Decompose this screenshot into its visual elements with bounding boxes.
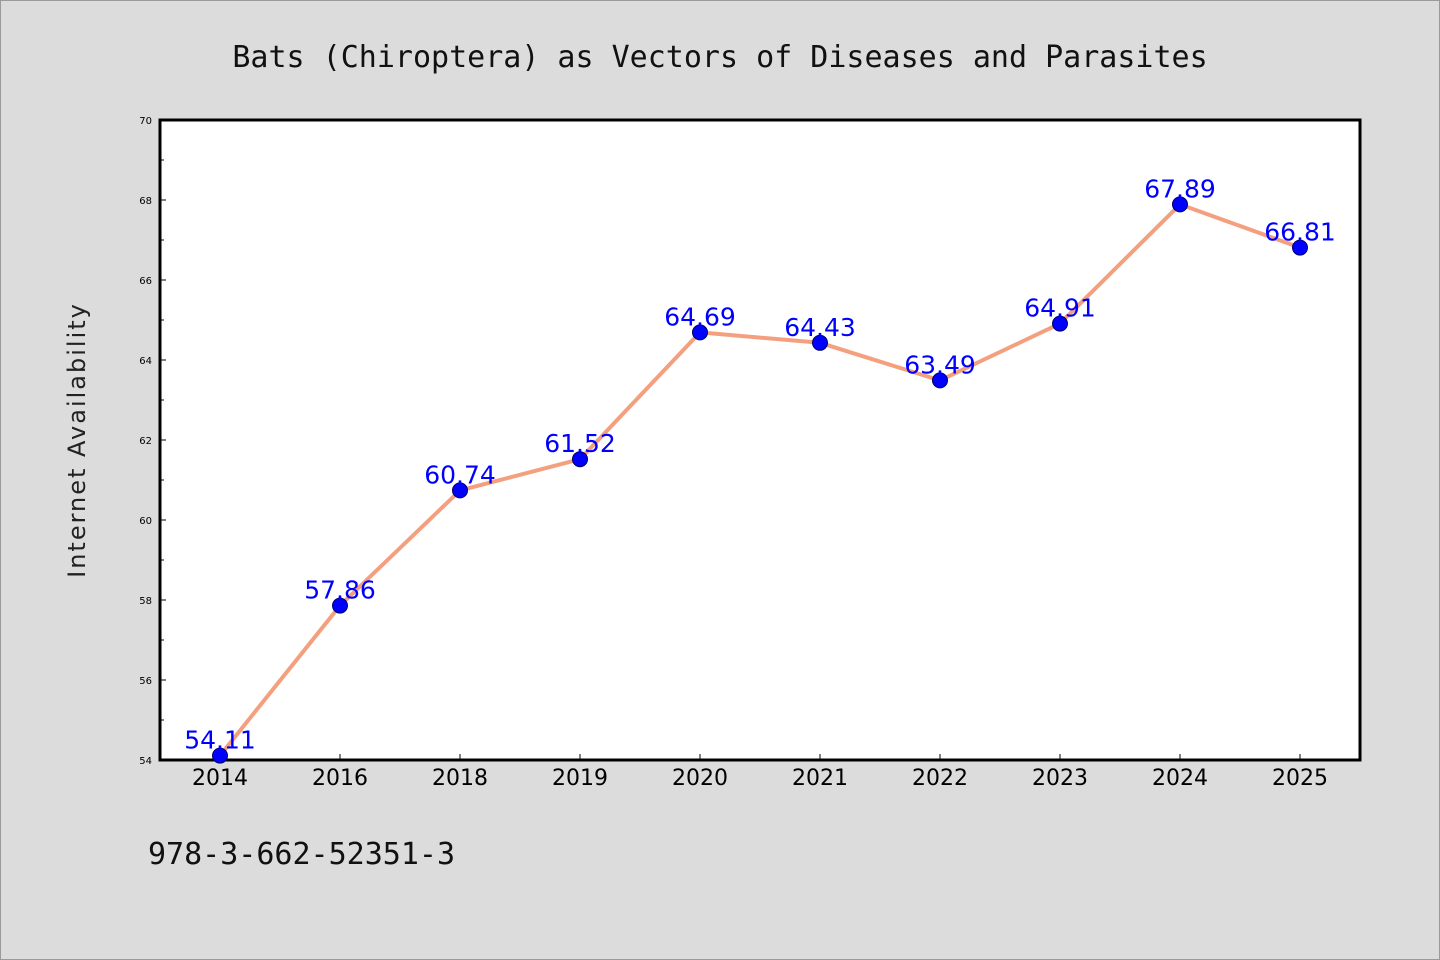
y-axis-label: Internet Availability bbox=[63, 302, 91, 578]
y-tick-label: 60 bbox=[139, 516, 152, 527]
data-point-marker bbox=[212, 747, 228, 764]
data-label: 60.74 bbox=[424, 460, 496, 489]
isbn-footer: 978-3-662-52351-3 bbox=[148, 837, 455, 872]
x-tick-label: 2020 bbox=[672, 766, 728, 791]
x-tick-label: 2021 bbox=[792, 766, 848, 791]
y-tick-label: 54 bbox=[139, 756, 152, 767]
y-tick-label: 70 bbox=[139, 116, 152, 127]
series-markers bbox=[212, 196, 1308, 764]
series-line bbox=[218, 202, 1302, 758]
y-tick-label: 58 bbox=[139, 596, 152, 607]
y-tick-label: 56 bbox=[139, 676, 152, 687]
plot-area bbox=[158, 118, 1362, 762]
y-tick-label: 68 bbox=[139, 196, 152, 207]
data-point-marker bbox=[1172, 196, 1188, 213]
data-point-marker bbox=[572, 451, 588, 468]
x-tick-label: 2024 bbox=[1152, 766, 1208, 791]
x-tick-label: 2019 bbox=[552, 766, 608, 791]
data-label: 61.52 bbox=[544, 429, 616, 458]
x-tick-label: 2014 bbox=[192, 766, 248, 791]
data-point-marker bbox=[1052, 315, 1068, 332]
data-point-marker bbox=[1292, 239, 1308, 256]
data-point-marker bbox=[452, 482, 468, 499]
data-point-marker bbox=[932, 372, 948, 389]
data-point-marker bbox=[812, 334, 828, 351]
x-tick-label: 2018 bbox=[432, 766, 488, 791]
series-data-labels: 54.11 57.86 60.74 61.52 64.69 64.43 63.49 64.91… bbox=[184, 174, 1336, 754]
data-label: 54.11 bbox=[184, 726, 256, 755]
data-point-marker bbox=[332, 597, 348, 614]
x-tick-label: 2016 bbox=[312, 766, 368, 791]
data-label: 66.81 bbox=[1264, 218, 1336, 247]
data-label: 64.43 bbox=[784, 313, 856, 342]
data-label: 64.91 bbox=[1024, 294, 1096, 323]
x-tick-label: 2023 bbox=[1032, 766, 1088, 791]
y-axis: 54 56 58 60 62 64 66 68 70 bbox=[139, 116, 166, 767]
x-axis: 2014 2016 2018 2019 2020 2021 2022 2023 2024 2025 bbox=[192, 754, 1328, 791]
y-tick-label: 66 bbox=[139, 276, 152, 287]
data-point-marker bbox=[692, 324, 708, 341]
y-tick-label: 62 bbox=[139, 436, 152, 447]
x-tick-label: 2025 bbox=[1272, 766, 1328, 791]
data-label: 64.69 bbox=[664, 302, 736, 331]
y-tick-label: 64 bbox=[139, 356, 152, 367]
data-label: 63.49 bbox=[904, 350, 976, 379]
x-tick-label: 2022 bbox=[912, 766, 968, 791]
data-label: 67.89 bbox=[1144, 174, 1216, 203]
chart-title: Bats (Chiroptera) as Vectors of Diseases… bbox=[232, 40, 1207, 75]
data-label: 57.86 bbox=[304, 576, 376, 605]
